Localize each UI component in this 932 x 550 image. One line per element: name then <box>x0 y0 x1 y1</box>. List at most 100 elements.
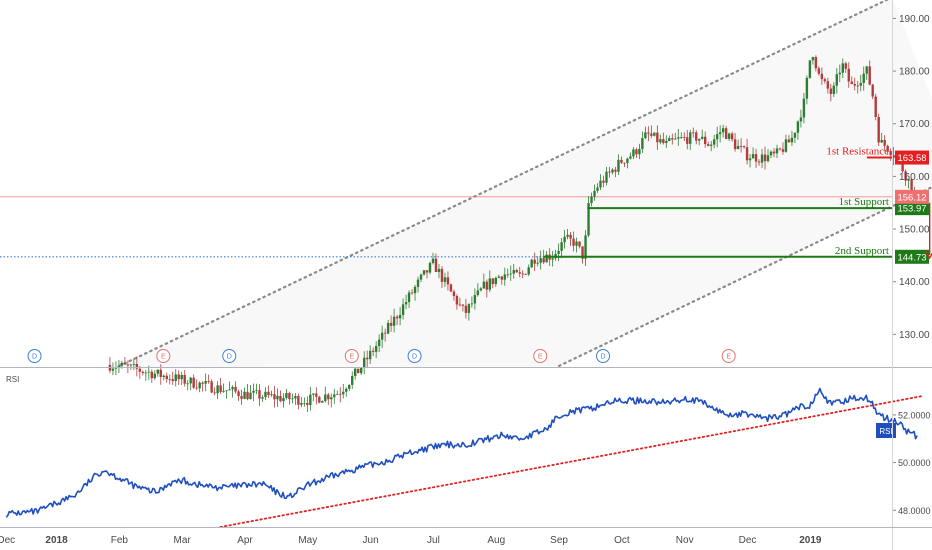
candle <box>195 379 198 391</box>
rsi-line <box>5 387 918 518</box>
candle-body <box>859 82 862 86</box>
candle-body <box>683 137 686 138</box>
candle-body <box>207 381 210 382</box>
time-tick-label: 2019 <box>799 535 822 546</box>
event-letter: E <box>726 354 731 361</box>
candle <box>228 381 231 391</box>
candle <box>419 273 423 283</box>
candle <box>874 93 877 121</box>
candle-body <box>237 391 240 397</box>
price-axis: 130.00 140.00 150.00 160.00 170.00 180.00 190.… <box>892 14 930 341</box>
candle-body <box>883 139 886 146</box>
time-tick-label: Apr <box>237 535 253 546</box>
candle <box>138 365 142 379</box>
candle <box>192 374 195 389</box>
candle-body <box>889 150 892 156</box>
candle-body <box>545 254 548 263</box>
candle-body <box>524 273 527 275</box>
candle <box>303 397 306 407</box>
candle <box>742 145 746 149</box>
candle-body <box>542 258 545 263</box>
candle <box>404 294 408 310</box>
rsi-trendline-layer <box>219 394 925 528</box>
candle-body <box>653 132 656 136</box>
candle-body <box>787 139 791 143</box>
candle <box>386 319 390 335</box>
candle-body <box>473 295 477 304</box>
candle-body <box>111 368 115 371</box>
level-price-tag-text: 144.73 <box>897 252 926 263</box>
candle <box>422 270 426 276</box>
candle <box>596 183 599 193</box>
candle <box>662 132 665 145</box>
candle-body <box>168 379 171 380</box>
event-letter: D <box>227 354 232 361</box>
candle <box>518 266 521 278</box>
level-price-tag-text: 163.58 <box>897 153 926 164</box>
candle-body <box>446 277 450 285</box>
candle-body <box>183 374 186 384</box>
candle <box>488 270 492 293</box>
candle <box>482 273 486 289</box>
dividend-marker: D <box>27 349 42 363</box>
candle-body <box>240 396 243 399</box>
candle-body <box>662 139 665 143</box>
candle <box>431 252 435 265</box>
candle <box>724 125 728 140</box>
candle-body <box>123 362 127 365</box>
candle-body <box>258 390 261 399</box>
candle-body <box>632 149 635 157</box>
candle-body <box>389 322 393 326</box>
candle <box>255 383 258 395</box>
candle-body <box>386 322 390 334</box>
candle-body <box>614 169 617 172</box>
candle-body <box>880 139 883 143</box>
candle-body <box>563 236 566 243</box>
candle <box>814 55 818 72</box>
candle-body <box>195 387 198 389</box>
candle-body <box>530 259 533 268</box>
candle <box>515 268 518 273</box>
event-circle <box>596 349 611 363</box>
earnings-marker: E <box>156 349 171 363</box>
candle-body <box>291 398 294 400</box>
candle <box>291 393 294 404</box>
candle-body <box>306 402 309 406</box>
candle <box>715 126 719 148</box>
candle <box>434 253 438 273</box>
candle-body <box>270 394 273 396</box>
candle-body <box>539 258 542 263</box>
candle <box>264 387 267 401</box>
candle <box>437 263 441 279</box>
price-tick-label: 190.00 <box>899 14 930 25</box>
candle-body <box>865 66 868 74</box>
candle-body <box>162 375 165 377</box>
candle-body <box>647 132 650 134</box>
candle-body <box>602 180 605 183</box>
candle <box>907 178 910 189</box>
candle <box>838 64 842 83</box>
candle-body <box>650 133 653 136</box>
candle-body <box>706 144 710 146</box>
candle <box>258 384 261 407</box>
candle-body <box>398 315 402 319</box>
candle <box>805 75 809 105</box>
candle <box>213 387 216 396</box>
candle <box>368 345 372 365</box>
candle <box>593 184 596 201</box>
candle-body <box>219 385 222 392</box>
candle-body <box>156 369 159 374</box>
candle <box>273 385 276 408</box>
candle-body <box>515 270 518 273</box>
candle-body <box>584 235 587 259</box>
candle <box>665 135 668 148</box>
candle-body <box>216 385 219 394</box>
candle-body <box>718 132 722 135</box>
candle-body <box>856 85 859 87</box>
down-arrow-head <box>925 250 932 260</box>
candle <box>784 134 788 153</box>
candle-body <box>862 73 865 83</box>
time-tick-label: May <box>298 535 317 546</box>
candle <box>563 229 566 249</box>
candle-body <box>769 151 773 156</box>
